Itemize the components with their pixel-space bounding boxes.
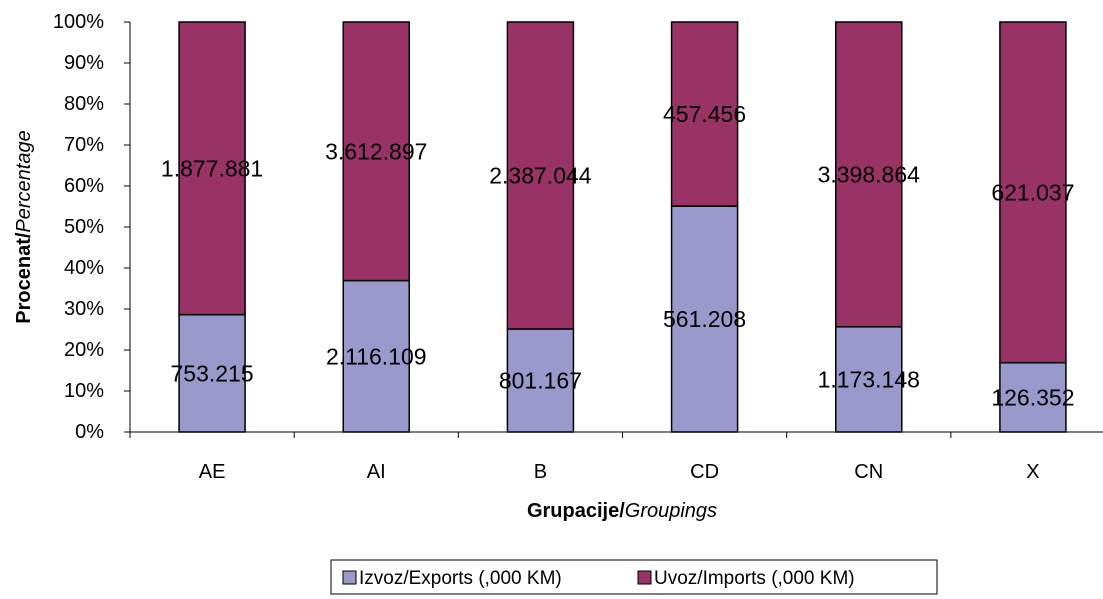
data-label-cd-series-1: 457.456: [663, 101, 746, 127]
bar-ai-series-1: [342, 21, 410, 282]
data-label-b-series-0: 801.167: [499, 367, 582, 393]
y-tick-label-80: 80%: [64, 93, 104, 115]
data-labels-group: 753.215 1.877.881 2.116.109 3.612.897 801.16…: [161, 101, 1075, 410]
x-tick-label-b: B: [534, 461, 547, 483]
axes-group: AE AI B CD CN X 0% 10% 20% 30% 40% 50% 60% 70% 80% 90% 1…: [53, 11, 1103, 483]
y-tick-label-70: 70%: [64, 134, 104, 156]
legend-swatch-imports: [637, 570, 652, 585]
legend-box: [330, 559, 938, 595]
bar-ae-series-0: [178, 313, 246, 433]
bar-b-series-1: [506, 21, 575, 330]
y-tick-label-40: 40%: [64, 257, 104, 279]
legend-swatch-exports: [342, 570, 357, 585]
y-axis-title: Procenat/Percentage: [13, 130, 35, 323]
bars-group: [178, 21, 1067, 433]
bar-cd-series-1: [670, 21, 739, 207]
y-tick-label-10: 10%: [64, 380, 104, 402]
legend-label-exports: Izvoz/Exports (,000 KM): [359, 568, 562, 589]
y-tick-label-100: 100%: [53, 11, 104, 33]
data-label-b-series-1: 2.387.044: [489, 162, 592, 188]
y-axis-title-bold: Procenat/: [13, 232, 35, 324]
x-axis-title-italic: Groupings: [625, 500, 717, 522]
x-axis-title: Grupacije/Groupings: [527, 500, 717, 522]
y-tick-label-90: 90%: [64, 52, 104, 74]
data-label-x-series-0: 126.352: [991, 384, 1074, 410]
data-label-ae-series-1: 1.877.881: [161, 155, 263, 181]
x-tick-label-cn: CN: [854, 461, 883, 483]
data-label-cn-series-0: 1.173.148: [818, 366, 920, 392]
x-axis-title-bold: Grupacije/: [527, 500, 625, 522]
legend: Izvoz/Exports (,000 KM) Uvoz/Imports (,0…: [330, 559, 938, 595]
y-axis-title-italic: Percentage: [13, 130, 35, 232]
data-label-ae-series-0: 753.215: [171, 360, 254, 386]
x-tick-label-cd: CD: [690, 461, 719, 483]
data-label-ai-series-1: 3.612.897: [325, 138, 427, 164]
data-label-ai-series-0: 2.116.109: [326, 343, 427, 369]
data-label-cd-series-0: 561.208: [663, 306, 746, 332]
y-tick-label-0: 0%: [75, 421, 104, 443]
data-label-x-series-1: 621.037: [991, 179, 1074, 205]
x-tick-label-ae: AE: [199, 461, 226, 483]
legend-label-imports: Uvoz/Imports (,000 KM): [654, 568, 855, 589]
y-tick-label-60: 60%: [64, 175, 104, 197]
y-tick-label-50: 50%: [64, 216, 104, 238]
bar-x-series-0: [999, 361, 1067, 433]
data-label-cn-series-1: 3.398.864: [818, 161, 921, 187]
bar-cn-series-1: [835, 21, 903, 328]
bar-ae-series-1: [178, 21, 246, 316]
x-tick-label-ai: AI: [367, 461, 386, 483]
y-tick-label-20: 20%: [64, 339, 104, 361]
y-tick-label-30: 30%: [64, 298, 104, 320]
bar-x-series-1: [999, 21, 1067, 364]
x-tick-label-x: X: [1026, 461, 1039, 483]
